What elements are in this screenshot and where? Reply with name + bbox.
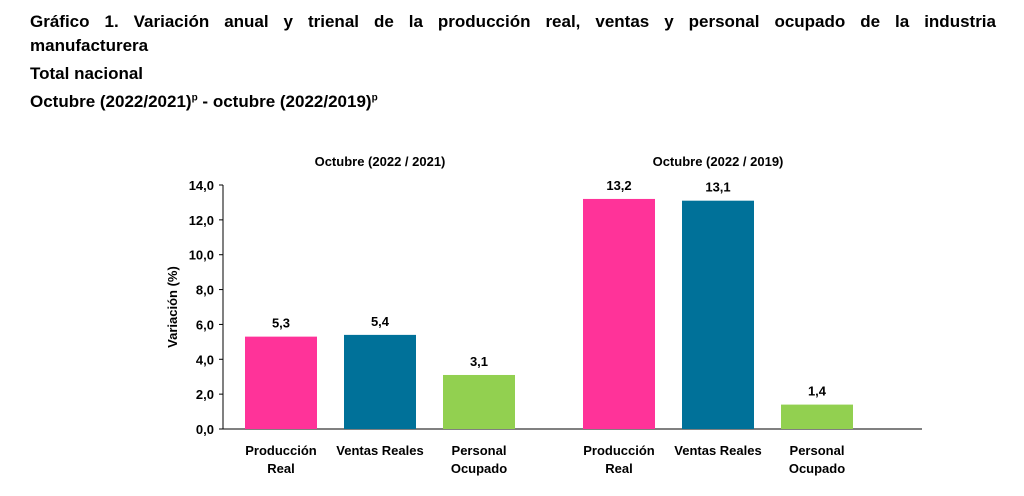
chart-subtitle: Total nacional [30, 64, 144, 83]
bar[interactable] [583, 198, 655, 429]
y-tick-label: 10,0 [189, 248, 214, 263]
x-category-label: Real [267, 461, 294, 476]
data-label: 5,4 [371, 314, 390, 329]
bar[interactable] [344, 334, 416, 429]
bar[interactable] [682, 200, 754, 429]
x-category-label: Ventas Reales [336, 443, 423, 458]
data-label: 1,4 [808, 384, 827, 399]
x-category-label: Producción [245, 443, 317, 458]
x-category-label: Real [605, 461, 632, 476]
x-category-label: Ocupado [451, 461, 507, 476]
y-tick-label: 0,0 [196, 422, 214, 437]
period-b-mark: p [371, 92, 378, 104]
data-label: 13,1 [705, 180, 730, 195]
y-tick-label: 8,0 [196, 283, 214, 298]
data-label: 5,3 [272, 316, 290, 331]
period-a-mark: p [191, 92, 198, 104]
chart-title: Gráfico 1. Variación anual y trienal de … [30, 12, 996, 55]
x-category-label: Personal [790, 443, 845, 458]
group-title: Octubre (2022 / 2021) [315, 154, 446, 169]
data-label: 3,1 [470, 354, 488, 369]
y-tick-label: 12,0 [189, 213, 214, 228]
y-tick-label: 4,0 [196, 352, 214, 367]
y-tick-label: 14,0 [189, 178, 214, 193]
bar[interactable] [443, 374, 515, 429]
bar[interactable] [781, 404, 853, 429]
chart-period: Octubre (2022/2021)p - octubre (2022/201… [30, 90, 996, 114]
x-category-label: Personal [452, 443, 507, 458]
data-label: 13,2 [606, 178, 631, 193]
x-category-label: Ocupado [789, 461, 845, 476]
period-b: octubre (2022/2019) [212, 92, 372, 111]
chart-header: Gráfico 1. Variación anual y trienal de … [30, 10, 996, 118]
x-category-label: Ventas Reales [674, 443, 761, 458]
period-separator: - [197, 92, 213, 111]
y-axis-title: Variación (%) [165, 266, 180, 348]
y-tick-label: 2,0 [196, 387, 214, 402]
x-category-label: Producción [583, 443, 655, 458]
period-a: Octubre (2022/2021) [30, 92, 192, 111]
group-title: Octubre (2022 / 2019) [653, 154, 784, 169]
y-tick-label: 6,0 [196, 317, 214, 332]
bar[interactable] [245, 336, 317, 429]
